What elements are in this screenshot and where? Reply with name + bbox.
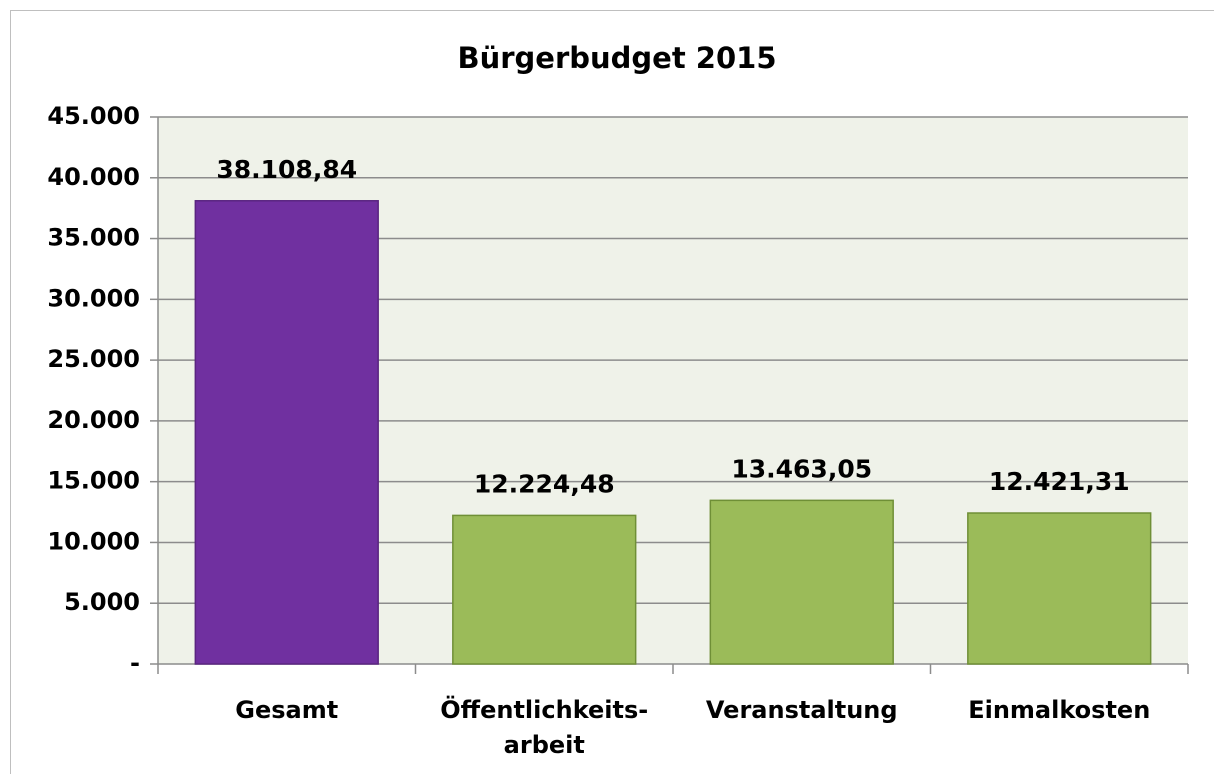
y-tick-label: 15.000 [47,467,140,495]
x-tick-label: Öffentlichkeits-arbeit [440,694,648,759]
x-tick-label: Gesamt [235,696,338,724]
x-tick-label: Veranstaltung [706,696,898,724]
bar [194,200,379,665]
y-tick-label: 30.000 [47,284,140,312]
y-tick-label: 25.000 [47,345,140,373]
y-tick-label: 35.000 [47,224,140,252]
y-tick-label: 20.000 [47,406,140,434]
value-label: 13.463,05 [731,454,872,483]
y-tick-label: 40.000 [47,163,140,191]
y-tick-label: 10.000 [47,527,140,555]
value-label: 38.108,84 [216,155,357,184]
bar [709,499,894,665]
y-tick-label: 45.000 [47,102,140,130]
x-tick-label: Einmalkosten [968,696,1150,724]
y-tick-label: - [130,649,140,677]
value-label: 12.224,48 [474,469,615,498]
y-tick-label: 5.000 [64,588,140,616]
chart-title: Bürgerbudget 2015 [457,41,776,75]
bar [452,514,637,665]
value-label: 12.421,31 [989,467,1130,496]
bar [967,512,1152,665]
